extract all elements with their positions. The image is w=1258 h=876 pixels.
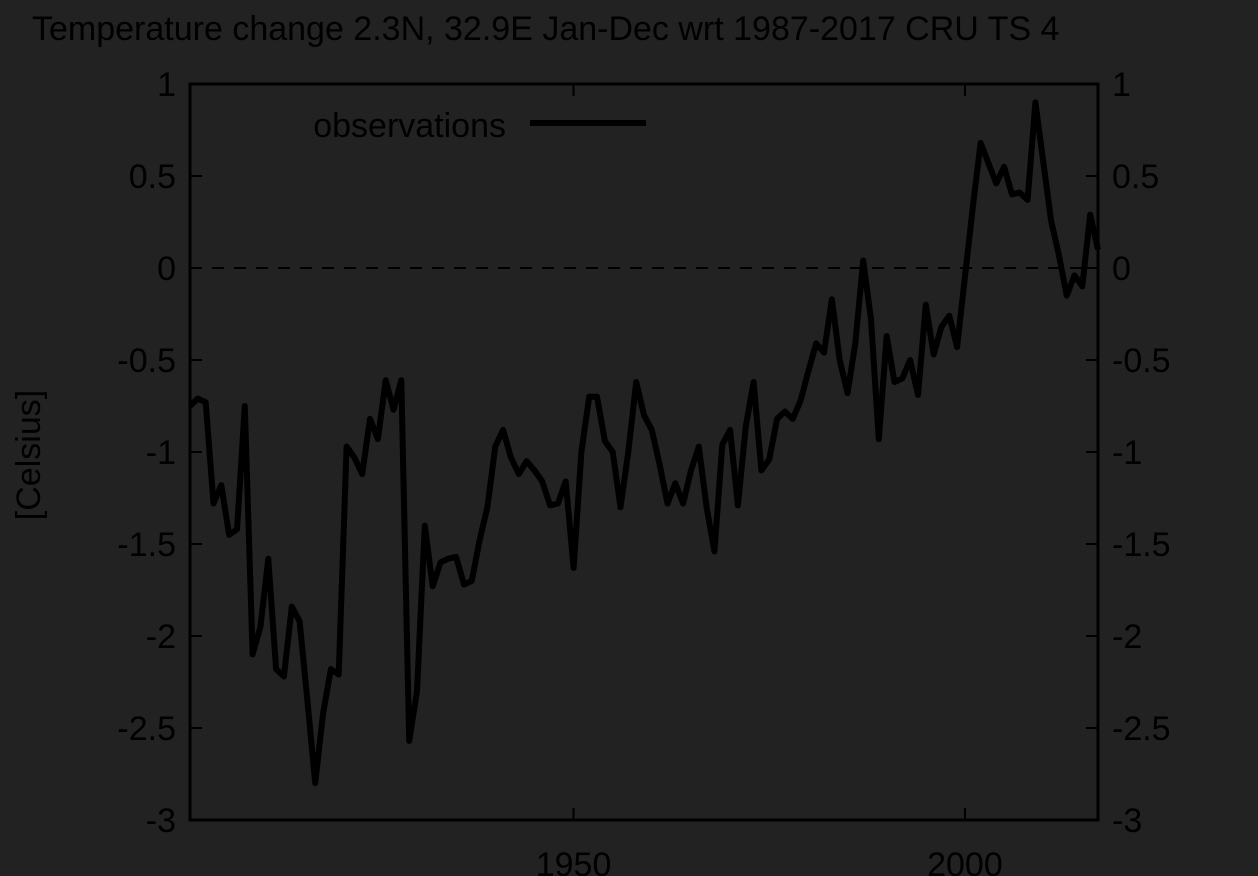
- x-tick-label: 2000: [927, 846, 1003, 876]
- y-tick-label-right: -1: [1112, 434, 1142, 472]
- y-tick-label-left: 1: [157, 66, 176, 104]
- y-tick-label-left: -3: [146, 802, 176, 840]
- y-tick-label-right: 0: [1112, 250, 1131, 288]
- y-tick-label-left: -1.5: [117, 526, 176, 564]
- legend: observations: [313, 107, 646, 145]
- y-tick-label-left: 0.5: [129, 158, 176, 196]
- y-tick-label-left: -2: [146, 618, 176, 656]
- y-tick-label-right: -2: [1112, 618, 1142, 656]
- y-tick-label-right: 1: [1112, 66, 1131, 104]
- y-tick-label-left: -2.5: [117, 710, 176, 748]
- y-tick-label-right: -0.5: [1112, 342, 1171, 380]
- y-tick-label-left: -1: [146, 434, 176, 472]
- legend-label-observations: observations: [313, 107, 506, 145]
- y-tick-label-right: -3: [1112, 802, 1142, 840]
- y-tick-label-right: -1.5: [1112, 526, 1171, 564]
- y-tick-label-left: -0.5: [117, 342, 176, 380]
- chart-title: Temperature change 2.3N, 32.9E Jan-Dec w…: [32, 10, 1059, 48]
- axis-ticks: -3 -3 -2.5 -2.5 -2 -2 -1.5 -1.5 -1 -1 -0.5 -0.5 0 0 0.…: [117, 66, 1170, 876]
- x-tick-label: 1950: [536, 846, 612, 876]
- series-line-observations: [187, 99, 1101, 787]
- y-tick-label-right: 0.5: [1112, 158, 1159, 196]
- y-tick-label-right: -2.5: [1112, 710, 1171, 748]
- y-axis-label: [Celsius]: [10, 390, 48, 520]
- y-tick-label-left: 0: [157, 250, 176, 288]
